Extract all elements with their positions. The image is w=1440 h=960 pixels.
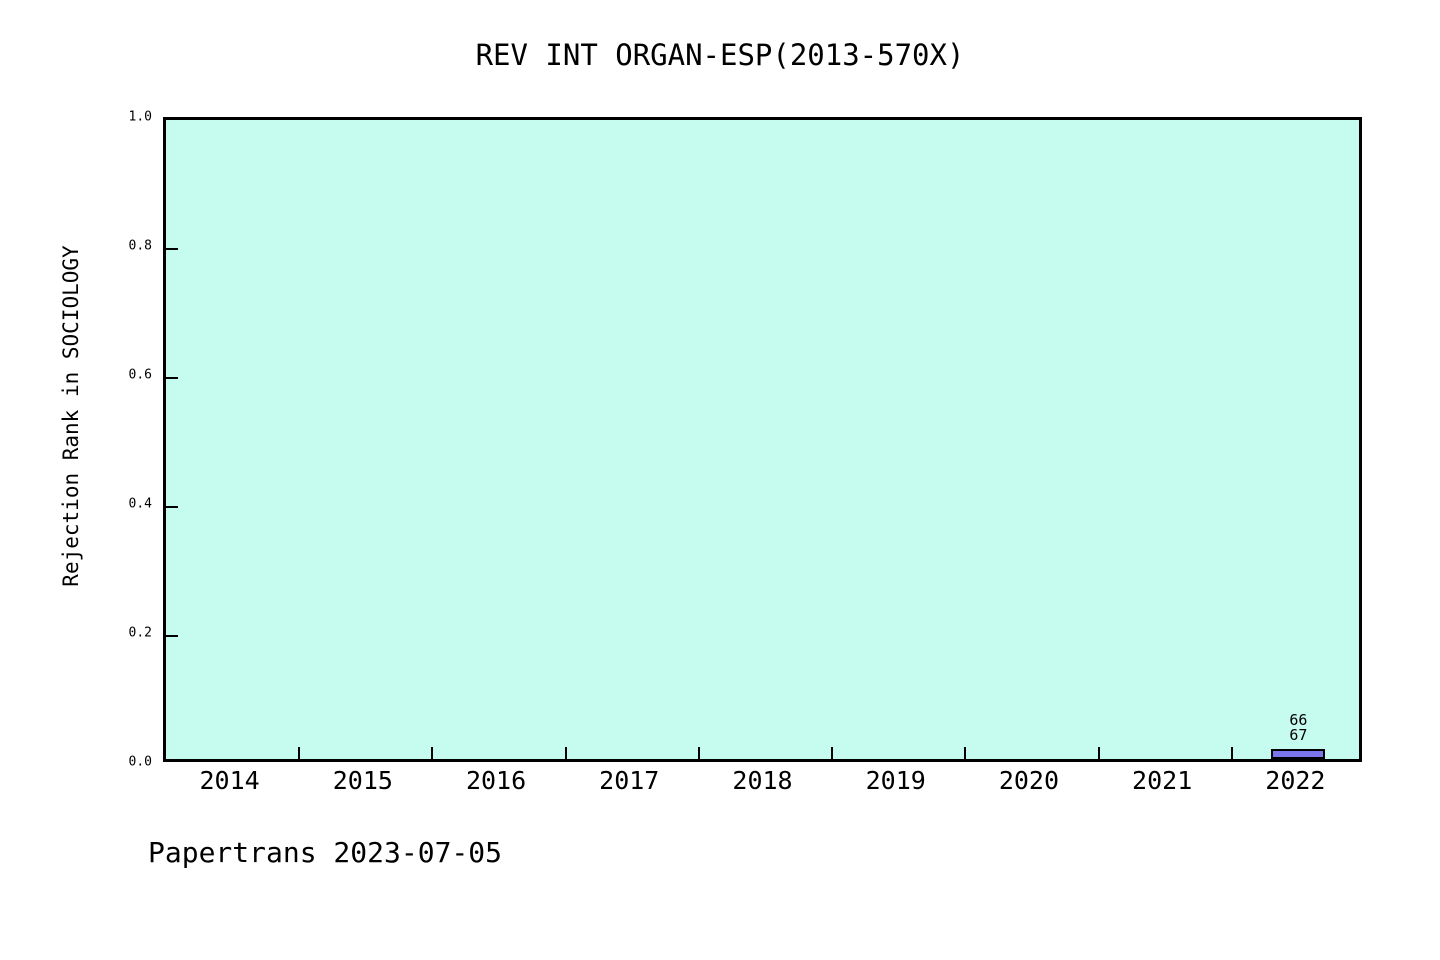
x-axis-tick-label: 2022 [1265, 766, 1326, 795]
y-axis-label: Rejection Rank in SOCIOLOGY [59, 245, 83, 587]
x-axis-tick-mark [1230, 747, 1233, 759]
x-axis-tick-label: 2015 [332, 766, 393, 795]
y-axis-tick-label: 0.2 [128, 625, 152, 641]
x-axis-tick-mark [831, 747, 834, 759]
y-axis-tick-label: 0.4 [128, 496, 152, 512]
x-axis-tick-label: 2019 [865, 766, 926, 795]
x-axis-tick-mark [431, 747, 434, 759]
footer-note: Papertrans 2023-07-05 [148, 836, 503, 869]
x-axis-tick-label: 2016 [465, 766, 527, 795]
x-axis-tick-label: 2017 [599, 766, 660, 795]
x-axis-tick-label: 2014 [199, 766, 260, 795]
y-axis-tick-mark [166, 377, 178, 379]
x-axis-tick-label: 2018 [732, 766, 793, 795]
plot-inner: 66 67 [166, 120, 1359, 759]
x-axis-tick-mark [697, 747, 700, 759]
x-axis-tick-label: 2021 [1132, 766, 1193, 795]
y-axis-tick-mark [166, 506, 178, 508]
y-axis-tick-label: 1.0 [128, 109, 152, 125]
y-axis-tick-mark [166, 248, 178, 250]
bar-value-label-line: 66 [1289, 711, 1308, 730]
bar-value-label-line: 67 [1289, 726, 1308, 745]
bar [1271, 749, 1326, 759]
x-axis-tick-label: 2020 [998, 766, 1060, 795]
x-axis-tick-mark [298, 747, 301, 759]
x-axis-tick-mark [1097, 747, 1100, 759]
chart-title: REV INT ORGAN-ESP(2013-570X) [475, 38, 965, 72]
plot-area: 66 67 [163, 117, 1362, 762]
x-axis-tick-mark [964, 747, 967, 759]
x-axis-tick-mark [564, 747, 567, 759]
y-axis-tick-label: 0.0 [128, 754, 152, 770]
y-axis-tick-mark [166, 635, 178, 637]
y-axis-tick-label: 0.6 [128, 367, 152, 383]
bar-value-label: 66 67 [1248, 713, 1348, 743]
y-axis-tick-label: 0.8 [128, 238, 152, 254]
